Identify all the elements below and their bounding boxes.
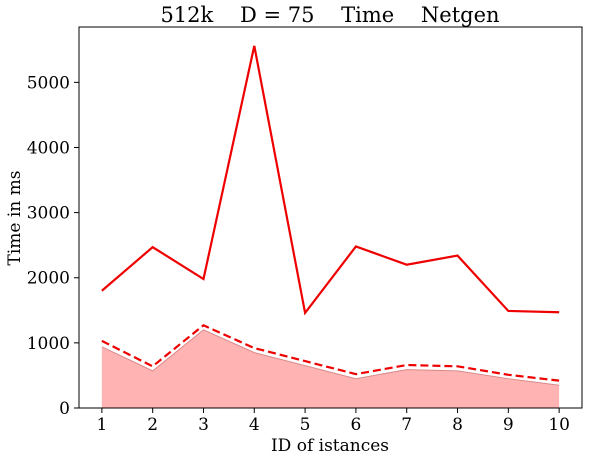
series-2-area-edge [101, 329, 560, 386]
plot-area [101, 45, 560, 408]
y-tick-label-2000: 2000 [27, 269, 70, 289]
y-tick-label-5000: 5000 [27, 73, 70, 93]
series-1-line [101, 324, 560, 382]
y-axis-label: Time in ms [5, 171, 25, 266]
x-tick-label-2: 2 [147, 415, 158, 435]
x-tick-label-7: 7 [401, 415, 412, 435]
chart-title: 512k D = 75 Time Netgen [160, 3, 499, 27]
y-tick-label-0: 0 [59, 399, 70, 419]
y-tick-label-4000: 4000 [27, 138, 70, 158]
x-tick-label-1: 1 [96, 415, 107, 435]
plot-frame [78, 26, 583, 409]
x-tick-label-8: 8 [452, 415, 463, 435]
series-0-line [101, 45, 560, 316]
x-tick-label-10: 10 [548, 415, 570, 435]
x-tick-label-3: 3 [198, 415, 209, 435]
x-tick-label-6: 6 [350, 415, 361, 435]
x-tick-label-9: 9 [503, 415, 514, 435]
y-tick-label-3000: 3000 [27, 204, 70, 224]
axis-ticks: 1 2 3 4 5 6 7 8 9 10 0 1000 2000 3000 4000 5000 [27, 73, 570, 435]
x-tick-label-4: 4 [249, 415, 260, 435]
series-2-area [101, 329, 560, 408]
x-axis-label: ID of istances [271, 436, 389, 456]
y-tick-label-1000: 1000 [27, 334, 70, 354]
x-tick-label-5: 5 [300, 415, 311, 435]
